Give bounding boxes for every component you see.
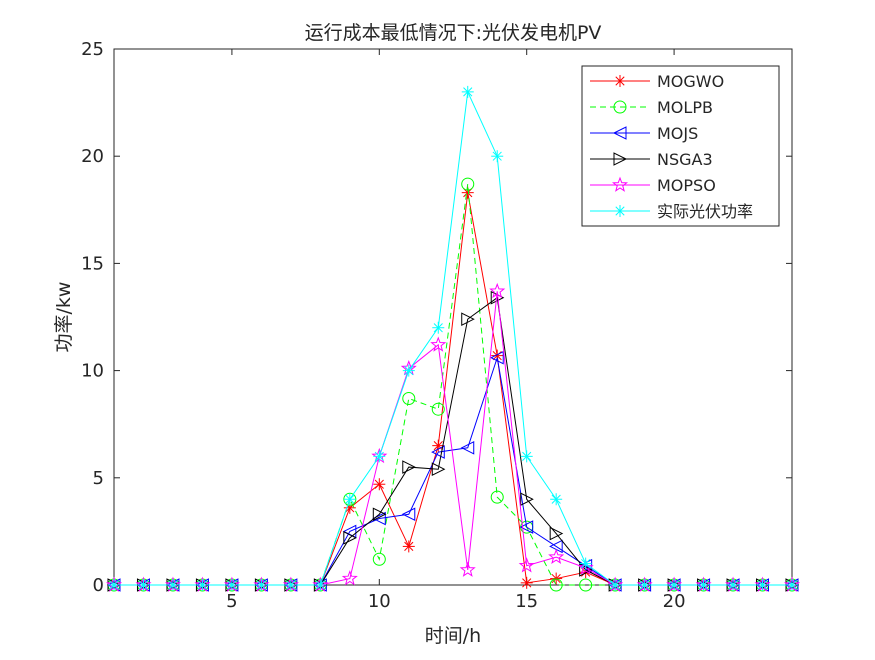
data-point (461, 85, 474, 98)
data-point (490, 490, 504, 504)
data-point (577, 559, 594, 575)
legend-label: NSGA3 (657, 150, 713, 169)
data-point (196, 579, 209, 591)
x-tick-label: 10 (368, 591, 391, 612)
x-tick-label: 5 (226, 591, 237, 612)
data-point (459, 561, 476, 577)
data-point (372, 552, 386, 566)
data-point (490, 350, 504, 365)
data-point (550, 493, 563, 506)
data-point (432, 321, 445, 334)
legend-label: MOGWO (657, 72, 724, 91)
data-point (432, 439, 445, 452)
data-point (638, 579, 651, 591)
legend-item: NSGA3 (590, 150, 713, 169)
data-point (373, 478, 386, 491)
data-point (786, 579, 798, 591)
data-point (402, 460, 416, 474)
data-point (255, 579, 268, 591)
y-tick-label: 10 (81, 361, 104, 382)
y-tick-label: 25 (81, 39, 104, 60)
data-point (668, 579, 681, 591)
legend-label: MOJS (657, 124, 698, 143)
data-point (489, 282, 506, 299)
legend-item: MOJS (590, 124, 698, 143)
data-point (520, 450, 533, 463)
chart-title: 运行成本最低情况下:光伏发电机PV (305, 22, 602, 44)
data-point (549, 578, 563, 592)
data-point (314, 579, 327, 591)
data-point (402, 391, 416, 405)
data-point (461, 312, 475, 326)
legend-marker (612, 126, 627, 140)
data-point (518, 557, 535, 573)
y-tick-label: 5 (93, 468, 104, 489)
series-5 (108, 85, 798, 591)
x-tick-label: 15 (515, 591, 538, 612)
data-point (461, 177, 475, 191)
data-point (402, 540, 415, 553)
data-point (372, 507, 387, 522)
legend-marker (613, 152, 628, 166)
data-point (402, 364, 415, 377)
y-tick-label: 15 (81, 253, 104, 274)
data-point (460, 440, 475, 455)
legend-item: 实际光伏功率 (590, 202, 753, 221)
legend-item: MOGWO (590, 72, 724, 91)
data-point (343, 493, 356, 506)
data-point (756, 579, 769, 591)
y-tick-label: 20 (81, 146, 104, 167)
legend-label: MOPSO (657, 176, 716, 195)
data-point (519, 520, 534, 534)
y-axis-label: 功率/kw (53, 282, 75, 353)
legend-marker (611, 176, 629, 192)
data-point (579, 557, 592, 570)
data-point (520, 576, 533, 589)
legend-label: MOLPB (657, 98, 713, 117)
data-point (430, 336, 447, 352)
data-point (225, 579, 238, 591)
data-point (137, 579, 150, 591)
data-point (520, 492, 534, 507)
legend-marker (614, 75, 626, 87)
data-point (341, 570, 358, 586)
data-point (372, 511, 386, 526)
data-point (284, 579, 297, 591)
data-point (548, 548, 565, 564)
legend-item: MOLPB (590, 98, 713, 117)
data-point (431, 402, 445, 416)
legend-label: 实际光伏功率 (657, 202, 753, 221)
y-tick-label: 0 (93, 575, 104, 596)
data-point (343, 531, 357, 545)
data-point (609, 579, 622, 591)
legend-marker (613, 100, 627, 114)
data-point (491, 150, 504, 163)
data-point (727, 579, 740, 591)
x-axis-label: 时间/h (425, 625, 481, 647)
legend-marker (614, 205, 626, 217)
legend-item: MOPSO (590, 176, 716, 195)
data-point (697, 579, 710, 591)
data-point (579, 578, 593, 592)
data-point (401, 507, 416, 522)
data-point (431, 445, 445, 459)
legend: MOGWO MOLPB MOJS NSGA3 MOPSO 实际光伏功率 (581, 65, 780, 227)
x-tick-label: 20 (663, 591, 686, 612)
data-point (166, 579, 179, 591)
data-point (431, 462, 446, 477)
legend-box (581, 65, 780, 227)
data-point (108, 579, 120, 591)
data-point (373, 450, 386, 463)
data-point (549, 526, 564, 541)
